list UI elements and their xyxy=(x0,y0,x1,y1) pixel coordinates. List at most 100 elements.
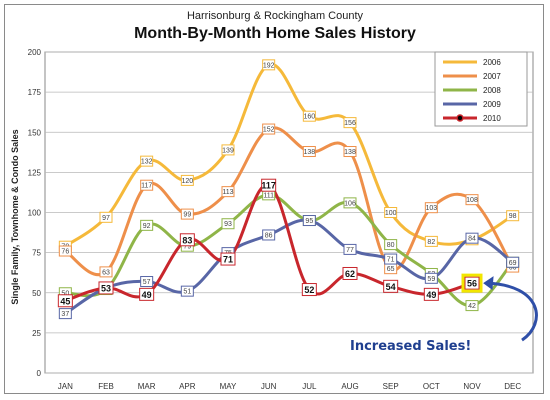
data-label-2007: 65 xyxy=(384,263,398,275)
data-label-box xyxy=(261,178,277,192)
data-label-box xyxy=(464,276,480,290)
y-tick-label: 175 xyxy=(28,88,42,97)
data-label-box xyxy=(384,207,398,218)
data-label-text: 53 xyxy=(101,283,111,293)
data-label-text: 97 xyxy=(102,215,110,222)
data-label-2008: 92 xyxy=(140,219,154,231)
x-tick-label: JUL xyxy=(302,382,317,391)
data-label-2009: 77 xyxy=(343,243,357,255)
data-label-box xyxy=(343,243,357,255)
data-label-2006: 156 xyxy=(343,117,357,129)
data-label-box xyxy=(140,276,154,288)
chart-subtitle: Harrisonburg & Rockingham County xyxy=(187,10,364,22)
data-label-box xyxy=(262,229,276,241)
data-label-text: 80 xyxy=(387,242,395,249)
annotation-arrow xyxy=(486,281,538,342)
data-label-box xyxy=(424,272,438,284)
data-label-box xyxy=(465,232,479,244)
data-label-box xyxy=(179,233,195,247)
data-label-text: 76 xyxy=(61,249,69,256)
data-label-2010: 56 xyxy=(464,276,480,290)
legend-label-2009: 2009 xyxy=(483,100,501,109)
data-label-text: 99 xyxy=(183,212,191,219)
data-label-2006: 120 xyxy=(180,174,194,186)
data-label-box xyxy=(465,194,479,206)
data-label-2010: 83 xyxy=(179,233,195,247)
data-label-2009: 86 xyxy=(262,229,276,241)
data-label-text: 54 xyxy=(386,282,396,292)
data-label-2010: 53 xyxy=(98,281,114,295)
data-label-box xyxy=(140,179,154,191)
y-tick-label: 0 xyxy=(37,369,42,378)
data-label-box xyxy=(221,186,235,198)
data-label-text: 120 xyxy=(181,178,193,185)
data-label-box xyxy=(262,59,276,71)
data-label-box xyxy=(220,252,236,266)
data-label-text: 50 xyxy=(61,290,69,297)
data-label-text: 93 xyxy=(224,221,232,228)
data-label-2007: 103 xyxy=(424,202,438,214)
data-label-text: 71 xyxy=(387,257,395,264)
data-label-box xyxy=(506,256,520,268)
data-label-2009: 71 xyxy=(384,253,398,265)
legend-label-2010: 2010 xyxy=(483,114,501,123)
data-label-text: 132 xyxy=(141,159,153,166)
legend-label-2008: 2008 xyxy=(483,86,501,95)
data-label-text: 82 xyxy=(427,239,435,246)
data-label-text: 103 xyxy=(425,205,437,212)
data-label-2009: 59 xyxy=(424,272,438,284)
x-tick-label: FEB xyxy=(98,382,114,391)
data-label-2008: 80 xyxy=(384,239,398,251)
data-label-box xyxy=(140,219,154,231)
legend-label-2007: 2007 xyxy=(483,72,501,81)
data-label-2007: 152 xyxy=(262,123,276,135)
data-label-box xyxy=(180,174,194,186)
chart-svg: Harrisonburg & Rockingham County Month-B… xyxy=(10,10,538,391)
data-label-2007: 76 xyxy=(58,245,72,257)
x-tick-label: MAY xyxy=(220,382,237,391)
data-label-2006: 139 xyxy=(221,144,235,156)
data-label-2008: 106 xyxy=(343,197,357,209)
data-label-box xyxy=(384,253,398,265)
data-label-2007: 113 xyxy=(221,186,235,198)
data-label-text: 51 xyxy=(183,289,191,296)
data-label-box xyxy=(180,285,194,297)
data-label-text: 139 xyxy=(222,147,234,154)
data-label-box xyxy=(58,245,72,257)
data-label-2006: 192 xyxy=(262,59,276,71)
data-label-box xyxy=(423,287,439,301)
data-label-box xyxy=(343,146,357,158)
annotation-arrowhead xyxy=(483,276,494,291)
data-label-2006: 160 xyxy=(302,110,316,122)
data-label-text: 98 xyxy=(509,213,517,220)
data-label-box xyxy=(302,146,316,158)
data-label-box xyxy=(342,266,358,280)
data-label-2007: 138 xyxy=(343,146,357,158)
y-tick-label: 125 xyxy=(28,168,42,177)
data-label-text: 92 xyxy=(143,223,151,230)
data-label-box xyxy=(424,235,438,247)
data-label-box xyxy=(384,239,398,251)
data-label-text: 66 xyxy=(509,265,517,272)
legend-marker xyxy=(456,114,464,122)
data-label-text: 59 xyxy=(427,276,435,283)
data-label-text: 152 xyxy=(263,127,275,134)
annotation: Increased Sales! xyxy=(350,273,538,354)
data-label-text: 156 xyxy=(344,120,356,127)
data-label-2007: 138 xyxy=(302,146,316,158)
data-label-text: 65 xyxy=(387,266,395,273)
data-label-2010: 71 xyxy=(220,252,236,266)
legend-label-2006: 2006 xyxy=(483,58,501,67)
data-label-text: 77 xyxy=(346,247,354,254)
y-tick-label: 50 xyxy=(32,289,41,298)
x-tick-label: APR xyxy=(179,382,196,391)
data-label-box xyxy=(221,218,235,230)
data-label-text: 160 xyxy=(303,114,315,121)
data-label-text: 192 xyxy=(263,62,275,69)
data-label-text: 56 xyxy=(467,279,477,289)
data-label-text: 49 xyxy=(142,290,152,300)
data-label-2006: 100 xyxy=(384,207,398,218)
data-label-2008: 93 xyxy=(221,218,235,230)
data-label-box xyxy=(99,266,113,278)
x-tick-label: NOV xyxy=(463,382,481,391)
